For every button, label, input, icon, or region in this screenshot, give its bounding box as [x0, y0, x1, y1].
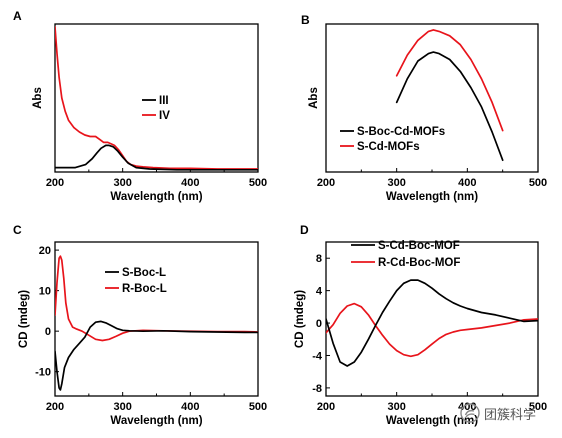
panel-c: C 200 300 400 500 -10 0 10 20 Wavelength (nm) CD (… [13, 223, 267, 427]
y-axis-label: Abs [32, 87, 44, 109]
x-tick-label: 200 [317, 401, 335, 413]
panel-letter: B [301, 13, 310, 27]
y-tick-label: -4 [312, 350, 323, 362]
y-tick-label: 0 [45, 326, 51, 338]
panel-letter: C [13, 223, 22, 237]
legend-label: R-Boc-L [122, 283, 167, 295]
x-tick-label: 200 [46, 401, 64, 413]
x-tick-label: 500 [529, 401, 547, 413]
x-tick-label: 300 [387, 401, 405, 413]
plot-frame [54, 23, 259, 173]
series-line-iii [55, 144, 258, 171]
x-tick-label: 400 [181, 177, 199, 189]
x-tick-label: 300 [113, 401, 131, 413]
x-tick-label: 500 [529, 177, 547, 189]
x-tick-label: 200 [46, 177, 64, 189]
y-axis-label: Abs [308, 87, 320, 109]
y-tick-label: -8 [312, 383, 322, 395]
y-axis-label: CD (mdeg) [294, 290, 306, 348]
legend-label: III [159, 95, 169, 107]
y-tick-label: 0 [316, 318, 322, 330]
x-tick-label: 200 [317, 177, 335, 189]
plot-frame [54, 241, 259, 397]
panel-letter: A [13, 9, 22, 23]
y-tick-label: 8 [316, 253, 322, 265]
y-tick-label: 20 [39, 245, 51, 257]
watermark-text: 团簇科学 [484, 407, 537, 423]
series-line-s-boc-l [55, 320, 258, 391]
y-tick-label: -10 [35, 367, 51, 379]
x-axis-label: Wavelength (nm) [110, 415, 202, 427]
x-tick-label: 400 [458, 177, 476, 189]
series-line-s-cd-mofs [395, 29, 504, 132]
series-line-s-cd-boc-mof [326, 279, 538, 367]
y-tick-label: 4 [316, 286, 323, 298]
panel-a: A 200 300 400 500 Wavelength (nm) Abs III IV [13, 9, 267, 203]
legend-label: S-Boc-Cd-MOFs [357, 126, 445, 138]
x-axis-label: Wavelength (nm) [386, 415, 478, 427]
y-axis-label: CD (mdeg) [18, 290, 30, 348]
y-tick-label: 10 [39, 286, 51, 298]
x-tick-label: 500 [249, 177, 267, 189]
panel-letter: D [300, 223, 309, 237]
x-tick-label: 300 [113, 177, 131, 189]
legend-label: IV [159, 110, 170, 122]
x-axis-label: Wavelength (nm) [110, 191, 202, 203]
legend-label: S-Boc-L [122, 267, 166, 279]
watermark: 团簇科学 [460, 402, 536, 424]
x-tick-label: 400 [181, 401, 199, 413]
series-line-iv [55, 26, 258, 170]
x-tick-label: 500 [249, 401, 267, 413]
wechat-icon [460, 403, 480, 423]
series-line-s-boc-cd-mofs [395, 51, 504, 162]
x-axis-label: Wavelength (nm) [386, 191, 478, 203]
series-line-r-cd-boc-mof [326, 302, 538, 358]
legend-label: S-Cd-Boc-MOF [378, 240, 460, 252]
legend-label: R-Cd-Boc-MOF [378, 257, 460, 269]
x-tick-label: 300 [387, 177, 405, 189]
panel-b: B 200 300 400 500 Wavelength (nm) Abs S-Boc-Cd-… [301, 13, 547, 203]
legend-label: S-Cd-MOFs [357, 141, 420, 153]
